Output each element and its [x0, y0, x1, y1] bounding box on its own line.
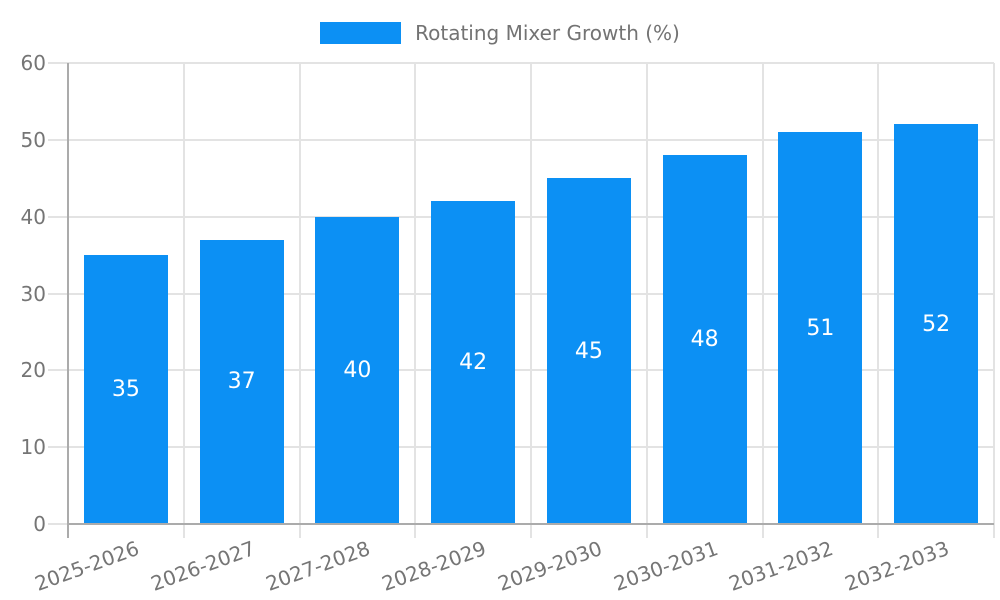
bar-value-label: 37 [227, 369, 256, 395]
y-axis-tick-label: 20 [20, 358, 46, 383]
y-axis-tick [48, 369, 68, 372]
x-axis-tick [182, 524, 185, 538]
y-axis-tick-label: 0 [33, 512, 46, 536]
gridline-vertical [182, 63, 185, 524]
x-axis-tick-label: 2030-2031 [610, 536, 721, 596]
y-axis-tick-label: 10 [20, 435, 46, 460]
legend-label: Rotating Mixer Growth (%) [415, 21, 680, 45]
x-axis-tick [298, 524, 301, 538]
x-axis-tick [877, 524, 880, 538]
growth-bar[interactable]: 40 [315, 216, 400, 524]
growth-bar[interactable]: 42 [431, 201, 516, 524]
bar-value-label: 42 [459, 350, 488, 376]
gridline-vertical [877, 63, 880, 524]
growth-bar[interactable]: 37 [199, 239, 284, 524]
growth-bar[interactable]: 35 [83, 255, 168, 524]
growth-bar[interactable]: 51 [778, 132, 863, 524]
x-axis-tick-label: 2029-2030 [494, 536, 606, 596]
gridline-vertical [645, 63, 648, 524]
y-axis-tick-label: 30 [20, 281, 46, 306]
x-axis-tick-label: 2032-2033 [841, 536, 953, 596]
growth-bar[interactable]: 52 [894, 124, 979, 524]
growth-bar[interactable]: 45 [546, 178, 631, 524]
y-axis-tick [48, 138, 68, 141]
gridline-vertical [414, 63, 417, 524]
bar-value-label: 52 [922, 311, 951, 337]
x-axis-tick-label: 2025-2026 [31, 536, 143, 596]
x-axis-tick-label: 2028-2029 [378, 536, 490, 596]
gridline-vertical [761, 63, 764, 524]
y-axis-tick [48, 523, 68, 525]
x-axis-tick-label: 2026-2027 [147, 536, 258, 596]
x-axis-tick-label: 2031-2032 [725, 536, 837, 596]
legend[interactable]: Rotating Mixer Growth (%) [0, 21, 1000, 45]
legend-swatch[interactable] [320, 22, 402, 44]
y-axis-tick [48, 292, 68, 295]
y-axis-line [67, 63, 69, 538]
y-axis-tick-label: 40 [20, 204, 46, 229]
x-axis-tick [761, 524, 764, 538]
gridline-vertical [993, 63, 995, 524]
y-axis-tick-label: 60 [20, 51, 46, 75]
x-axis-tick-label: 2027-2028 [262, 536, 374, 596]
y-axis-tick [48, 446, 68, 449]
gridline-vertical [298, 63, 301, 524]
x-axis-line [68, 523, 994, 525]
growth-bar[interactable]: 48 [662, 155, 747, 524]
x-axis-tick [530, 524, 532, 538]
y-axis-tick [48, 215, 68, 218]
x-axis-tick [993, 524, 995, 538]
bar-value-label: 40 [343, 357, 372, 383]
y-axis-tick [48, 62, 68, 64]
y-axis-tick-label: 50 [20, 127, 46, 152]
gridline-vertical [530, 63, 532, 524]
x-axis-tick [414, 524, 417, 538]
bar-value-label: 48 [690, 327, 719, 353]
x-axis-tick [645, 524, 648, 538]
bar-value-label: 35 [111, 377, 140, 403]
bar-value-label: 45 [574, 338, 603, 364]
bar-value-label: 51 [806, 315, 835, 341]
